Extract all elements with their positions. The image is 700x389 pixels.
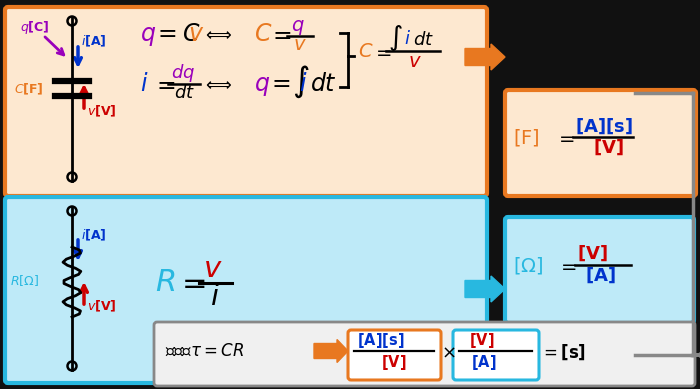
Text: $[\Omega]$: $[\Omega]$ — [513, 254, 543, 275]
Text: $\mathbf{[V]}$: $\mathbf{[V]}$ — [593, 138, 624, 157]
Text: $\mathit{i}$[A]: $\mathit{i}$[A] — [81, 33, 106, 49]
FancyBboxPatch shape — [505, 90, 696, 196]
Text: $[\mathrm{F}]$: $[\mathrm{F}]$ — [513, 126, 540, 147]
Text: $\mathit{q}$: $\mathit{q}$ — [291, 18, 304, 37]
Text: $\mathit{q}$: $\mathit{q}$ — [254, 74, 270, 98]
Text: $\mathit{C}$: $\mathit{C}$ — [254, 22, 272, 46]
FancyArrow shape — [465, 44, 505, 70]
Text: $\mathit{dq}$: $\mathit{dq}$ — [171, 62, 195, 84]
Text: $\int$: $\int$ — [388, 23, 402, 53]
Text: $= \mathbf{[s]}$: $= \mathbf{[s]}$ — [540, 343, 586, 362]
Text: $\mathbf{[A]}$: $\mathbf{[A]}$ — [585, 266, 616, 285]
Text: $\mathit{C}$: $\mathit{C}$ — [358, 42, 374, 61]
Text: $\mathit{v}$: $\mathit{v}$ — [188, 22, 204, 46]
Text: $\mathit{v}$: $\mathit{v}$ — [293, 35, 307, 54]
Text: $=$: $=$ — [555, 128, 575, 147]
Text: $\mathit{C}$[F]: $\mathit{C}$[F] — [14, 81, 43, 96]
FancyBboxPatch shape — [453, 330, 539, 380]
FancyArrow shape — [465, 276, 505, 302]
Text: $\mathbf{[A]}$: $\mathbf{[A]}$ — [471, 353, 496, 372]
FancyArrow shape — [314, 340, 348, 363]
Text: $\mathbf{[V]}$: $\mathbf{[V]}$ — [577, 244, 608, 263]
Text: $\mathit{dt}$: $\mathit{dt}$ — [413, 31, 434, 49]
Text: $\mathit{i}$: $\mathit{i}$ — [404, 30, 411, 48]
Text: $\mathit{i}$: $\mathit{i}$ — [299, 72, 307, 96]
Text: $=$: $=$ — [557, 256, 578, 275]
Text: $\mathit{v}$[V]: $\mathit{v}$[V] — [87, 103, 116, 119]
Text: $\mathit{dt}$: $\mathit{dt}$ — [174, 84, 195, 102]
Text: $\mathbf{[V]}$: $\mathbf{[V]}$ — [469, 331, 494, 350]
Text: $\mathit{i}$: $\mathit{i}$ — [210, 283, 220, 311]
Text: $=$: $=$ — [152, 72, 176, 96]
Text: $\mathit{i}$[A]: $\mathit{i}$[A] — [81, 228, 106, 243]
FancyBboxPatch shape — [5, 197, 487, 383]
Text: $\mathbf{[A][s]}$: $\mathbf{[A][s]}$ — [357, 331, 405, 350]
Text: $\mathit{v}$: $\mathit{v}$ — [408, 52, 422, 71]
Text: $\mathit{q}$[C]: $\mathit{q}$[C] — [20, 19, 50, 36]
Text: $R[\Omega]$: $R[\Omega]$ — [10, 273, 39, 288]
Text: 時定数$\mathit{\tau} = \mathit{CR}$: 時定数$\mathit{\tau} = \mathit{CR}$ — [165, 342, 244, 360]
Text: $\mathbf{[V]}$: $\mathbf{[V]}$ — [381, 353, 407, 372]
Text: $\mathit{dt}$: $\mathit{dt}$ — [310, 72, 337, 96]
Text: $\Longleftrightarrow$: $\Longleftrightarrow$ — [202, 25, 232, 43]
FancyBboxPatch shape — [348, 330, 441, 380]
Text: $\mathit{R}$: $\mathit{R}$ — [155, 268, 175, 297]
FancyBboxPatch shape — [5, 7, 487, 196]
Text: $=$: $=$ — [176, 268, 206, 297]
Text: $=$: $=$ — [372, 42, 392, 61]
Text: $\mathit{i}$: $\mathit{i}$ — [140, 72, 148, 96]
FancyBboxPatch shape — [505, 217, 694, 323]
Text: $=\!\int$: $=\!\int$ — [267, 64, 309, 100]
Text: $\times$: $\times$ — [441, 344, 456, 362]
Text: $\mathit{v}$: $\mathit{v}$ — [203, 255, 223, 283]
Text: $\mathit{q}$: $\mathit{q}$ — [140, 24, 156, 48]
Text: $\Longleftrightarrow$: $\Longleftrightarrow$ — [202, 75, 232, 93]
FancyBboxPatch shape — [154, 322, 695, 386]
Text: $\mathit{v}$[V]: $\mathit{v}$[V] — [87, 298, 116, 314]
Text: $=$: $=$ — [268, 22, 292, 46]
Text: $=\mathit{C}$: $=\mathit{C}$ — [153, 22, 200, 46]
Text: $\mathbf{[A][s]}$: $\mathbf{[A][s]}$ — [575, 117, 633, 136]
